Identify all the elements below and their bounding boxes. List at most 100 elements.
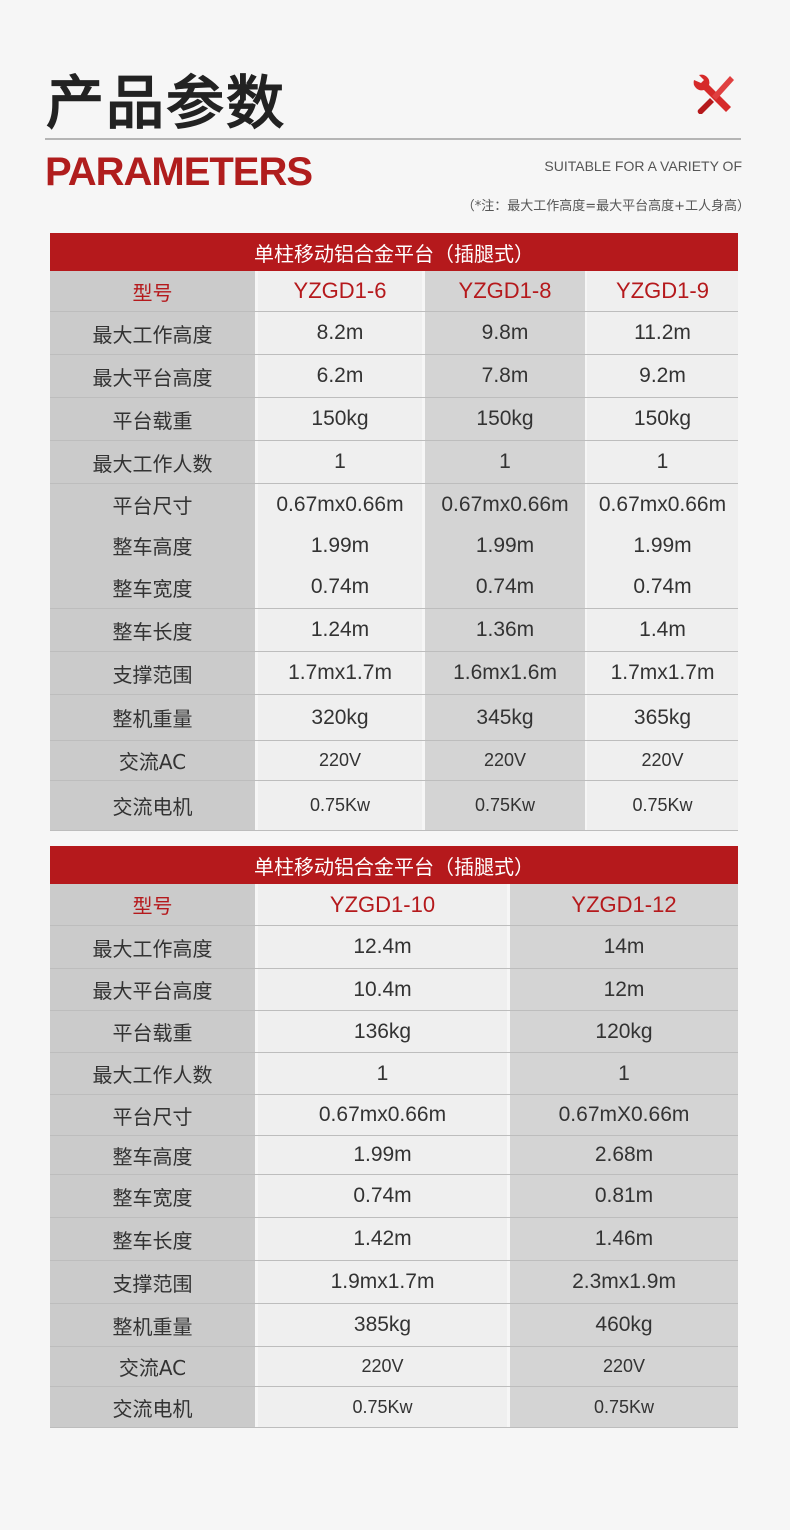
- cell-value: YZGD1-12: [510, 884, 738, 925]
- cell-value: 1.9mx1.7m: [258, 1261, 507, 1303]
- cell-value: 1.7mx1.7m: [587, 652, 738, 694]
- row-label: 支撑范围: [50, 652, 255, 694]
- cell-value: 120kg: [510, 1011, 738, 1052]
- row-label: 平台尺寸: [50, 484, 255, 525]
- cell-value: 8.2m: [258, 312, 422, 354]
- table-row: 整车长度 1.24m 1.36m 1.4m: [50, 609, 738, 652]
- cell-value: 0.75Kw: [425, 781, 585, 830]
- column-gap: [255, 1095, 258, 1135]
- column-gap: [255, 741, 258, 780]
- column-gap: [255, 1347, 258, 1386]
- cell-value: 150kg: [425, 398, 585, 440]
- cell-value: 1: [425, 441, 585, 483]
- cell-value: 1.99m: [587, 525, 738, 566]
- row-label: 整机重量: [50, 1304, 255, 1346]
- row-label: 整车高度: [50, 525, 255, 566]
- column-gap: [422, 355, 425, 397]
- table-title: 单柱移动铝合金平台（插腿式）: [50, 233, 738, 271]
- subtitle: SUITABLE FOR A VARIETY OF: [544, 158, 742, 174]
- column-gap: [422, 525, 425, 566]
- parameters-table-1: 单柱移动铝合金平台（插腿式） 型号 YZGD1-6 YZGD1-8 YZGD1-9 最大…: [50, 233, 738, 831]
- cell-value: 1.99m: [258, 1136, 507, 1174]
- cell-value: 2.68m: [510, 1136, 738, 1174]
- column-gap: [255, 566, 258, 608]
- table-header-row: 型号 YZGD1-10 YZGD1-12: [50, 884, 738, 926]
- column-gap: [585, 441, 587, 483]
- table-row: 交流AC 220V 220V 220V: [50, 741, 738, 781]
- cell-value: 1.6mx1.6m: [425, 652, 585, 694]
- row-label: 交流AC: [50, 1347, 255, 1386]
- column-gap: [255, 271, 258, 311]
- row-label: 整车宽度: [50, 566, 255, 608]
- row-label: 交流电机: [50, 1387, 255, 1427]
- column-gap: [255, 1261, 258, 1303]
- cell-value: 1: [587, 441, 738, 483]
- column-gap: [585, 781, 587, 830]
- row-label: 最大工作高度: [50, 312, 255, 354]
- cell-value: 0.74m: [258, 1175, 507, 1217]
- row-label: 型号: [50, 884, 255, 925]
- column-gap: [585, 741, 587, 780]
- column-gap: [585, 652, 587, 694]
- column-gap: [585, 271, 587, 311]
- row-label: 整机重量: [50, 695, 255, 740]
- column-gap: [255, 781, 258, 830]
- cell-value: 1.46m: [510, 1218, 738, 1260]
- cell-value: 150kg: [587, 398, 738, 440]
- row-label: 平台载重: [50, 398, 255, 440]
- table-row: 最大工作高度 12.4m 14m: [50, 926, 738, 969]
- table-row: 平台载重 150kg 150kg 150kg: [50, 398, 738, 441]
- page-title-en: PARAMETERS: [45, 150, 313, 194]
- cell-value: 220V: [258, 741, 422, 780]
- table-row: 支撑范围 1.7mx1.7m 1.6mx1.6m 1.7mx1.7m: [50, 652, 738, 695]
- cell-value: 2.3mx1.9m: [510, 1261, 738, 1303]
- cell-value: 10.4m: [258, 969, 507, 1010]
- row-label: 最大平台高度: [50, 355, 255, 397]
- column-gap: [255, 398, 258, 440]
- row-label: 交流AC: [50, 741, 255, 780]
- column-gap: [507, 969, 510, 1010]
- cell-value: 1.99m: [258, 525, 422, 566]
- cell-value: 0.74m: [258, 566, 422, 608]
- column-gap: [585, 312, 587, 354]
- divider: [45, 138, 741, 140]
- column-gap: [422, 566, 425, 608]
- column-gap: [422, 271, 425, 311]
- table-row: 最大工作人数 1 1 1: [50, 441, 738, 484]
- row-label: 支撑范围: [50, 1261, 255, 1303]
- table-row: 最大工作高度 8.2m 9.8m 11.2m: [50, 312, 738, 355]
- cell-value: 11.2m: [587, 312, 738, 354]
- cell-value: 0.75Kw: [258, 1387, 507, 1427]
- column-gap: [507, 1136, 510, 1174]
- cell-value: 7.8m: [425, 355, 585, 397]
- cell-value: YZGD1-8: [425, 271, 585, 311]
- cell-value: 220V: [587, 741, 738, 780]
- cell-value: 150kg: [258, 398, 422, 440]
- column-gap: [507, 1095, 510, 1135]
- cell-value: 0.67mx0.66m: [258, 1095, 507, 1135]
- table-row: 平台载重 136kg 120kg: [50, 1011, 738, 1053]
- table-title: 单柱移动铝合金平台（插腿式）: [50, 846, 738, 884]
- cell-value: 136kg: [258, 1011, 507, 1052]
- column-gap: [422, 695, 425, 740]
- cell-value: 12.4m: [258, 926, 507, 968]
- cell-value: 1.42m: [258, 1218, 507, 1260]
- column-gap: [507, 1053, 510, 1094]
- table-header-row: 型号 YZGD1-6 YZGD1-8 YZGD1-9: [50, 271, 738, 312]
- column-gap: [255, 312, 258, 354]
- cell-value: 1: [258, 441, 422, 483]
- cell-value: 0.67mx0.66m: [425, 484, 585, 525]
- column-gap: [422, 609, 425, 651]
- row-label: 整车高度: [50, 1136, 255, 1174]
- table-row: 整机重量 385kg 460kg: [50, 1304, 738, 1347]
- column-gap: [585, 355, 587, 397]
- row-label: 最大平台高度: [50, 969, 255, 1010]
- cell-value: 0.75Kw: [258, 781, 422, 830]
- cell-value: YZGD1-10: [258, 884, 507, 925]
- column-gap: [255, 926, 258, 968]
- row-label: 最大工作高度: [50, 926, 255, 968]
- cell-value: 0.67mx0.66m: [587, 484, 738, 525]
- column-gap: [585, 484, 587, 525]
- column-gap: [585, 695, 587, 740]
- column-gap: [255, 969, 258, 1010]
